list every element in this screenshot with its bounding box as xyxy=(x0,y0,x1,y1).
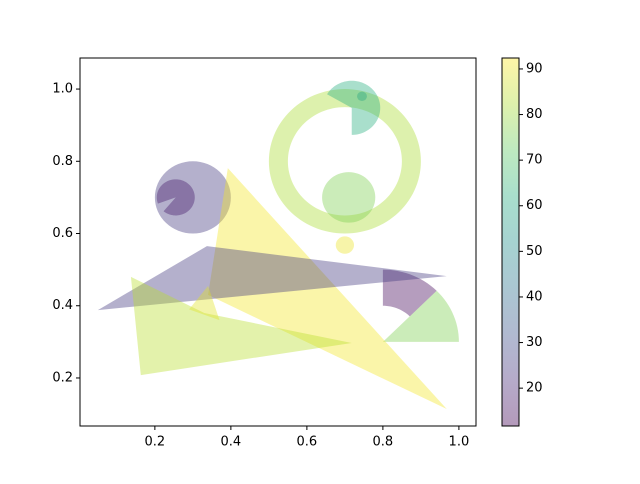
x-tick-label: 0.8 xyxy=(373,435,394,450)
colorbar-tick-label: 40 xyxy=(526,289,543,304)
x-tick-label: 0.2 xyxy=(145,435,166,450)
y-tick-label: 0.8 xyxy=(52,154,73,169)
colorbar-tick-label: 80 xyxy=(526,107,543,122)
colorbar-tick-label: 50 xyxy=(526,244,543,259)
colorbar-frame xyxy=(501,57,520,427)
polygon-patch xyxy=(189,285,220,321)
x-tick-label: 1.0 xyxy=(449,435,470,450)
circle-patch xyxy=(154,161,231,234)
wedge-patch xyxy=(327,80,381,135)
y-tick-label: 0.4 xyxy=(52,298,73,313)
wedge-patch xyxy=(382,290,459,342)
wedge-patch xyxy=(382,269,437,317)
colorbar-tick-label: 90 xyxy=(526,61,543,76)
colorbar-tick-label: 30 xyxy=(526,335,543,350)
polygon-patch xyxy=(130,276,352,376)
axes-frame xyxy=(79,57,477,427)
y-tick-label: 1.0 xyxy=(52,82,73,97)
x-tick-label: 0.6 xyxy=(297,435,318,450)
polygon-patch xyxy=(208,168,447,410)
polygon-patch xyxy=(97,246,447,311)
colorbar-tick-label: 60 xyxy=(526,198,543,213)
circle-patch xyxy=(335,236,355,254)
wedge-patch xyxy=(156,179,195,216)
colorbar xyxy=(502,58,519,426)
y-tick-label: 0.2 xyxy=(52,370,73,385)
colorbar-tick-label: 70 xyxy=(526,153,543,168)
circle-patch xyxy=(357,91,367,101)
colorbar-tick-label: 20 xyxy=(526,381,543,396)
y-tick-label: 0.6 xyxy=(52,226,73,241)
circle-patch xyxy=(322,172,376,223)
x-tick-label: 0.4 xyxy=(221,435,242,450)
